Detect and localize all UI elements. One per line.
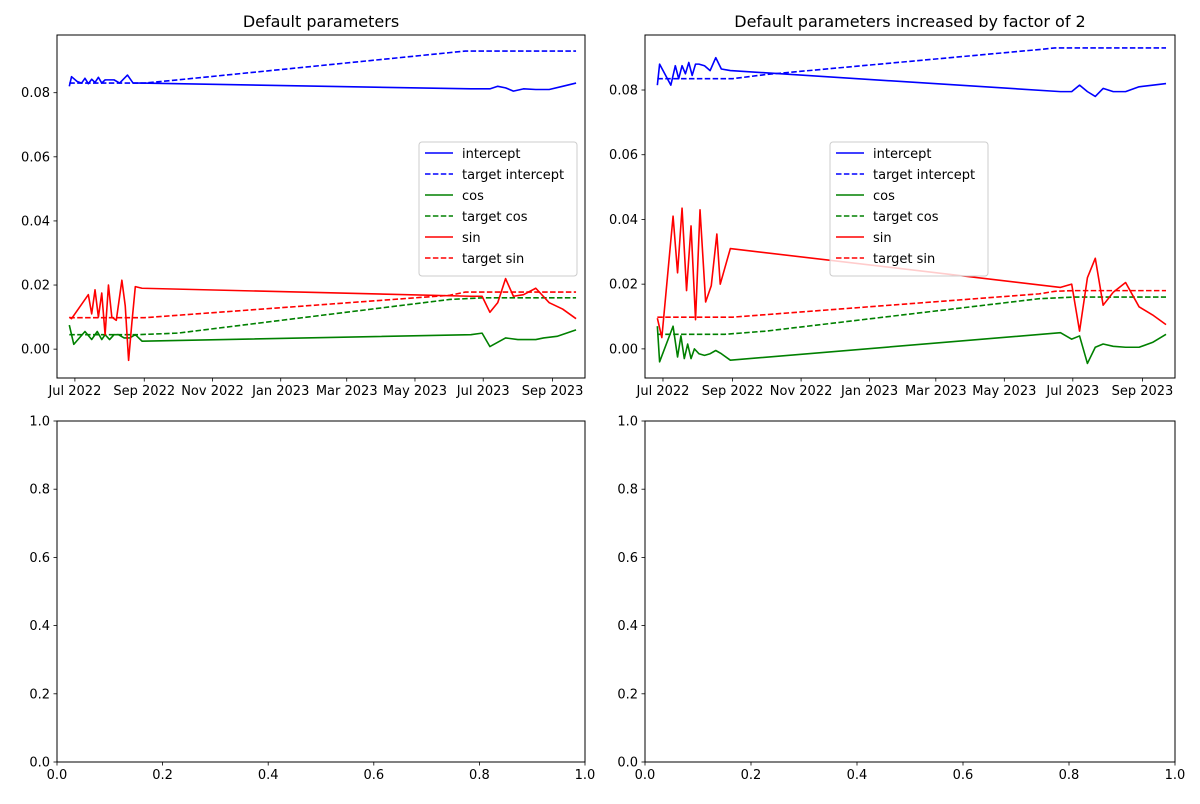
- x-tick-label: Sep 2022: [113, 384, 175, 399]
- x-tick-label: Nov 2022: [770, 384, 833, 399]
- chart-panel-4: 0.0 0.2 0.4 0.6 0.8 1.0 0.0 0.2 0.4 0.6 0.8 1.0: [617, 415, 1185, 784]
- legend-label: sin: [462, 231, 481, 246]
- chart-panel-3: 0.0 0.2 0.4 0.6 0.8 1.0 0.0 0.2 0.4 0.6 0.8 1.0: [29, 415, 595, 784]
- legend-label: intercept: [873, 147, 932, 162]
- x-tick-label: Mar 2023: [316, 384, 378, 399]
- x-tick-label: Jul 2022: [47, 384, 101, 399]
- x-tick-label: May 2023: [972, 384, 1036, 399]
- axes-frame: [56, 34, 586, 379]
- y-tick-label: 0.00: [21, 343, 50, 358]
- x-tick-label: 0.8: [1059, 768, 1080, 783]
- y-tick-label: 0.8: [617, 483, 638, 498]
- x-tick-label: May 2023: [383, 384, 447, 399]
- chart-panel-1: Jul 2022 Sep 2022 Nov 2022 Jan 2023 Mar 2023…: [21, 12, 586, 399]
- y-tick-label: 0.8: [29, 483, 50, 498]
- legend-label: target cos: [462, 210, 528, 225]
- chart-title: Default parameters: [243, 12, 399, 31]
- axes-frame: [644, 420, 1176, 763]
- x-tick-label: Jan 2023: [840, 384, 898, 399]
- x-tick-label: 0.6: [953, 768, 974, 783]
- series-line-target-cos: [69, 297, 577, 336]
- series-line-cos: [68, 324, 577, 348]
- legend-label: sin: [873, 231, 892, 246]
- legend-label: target intercept: [462, 168, 564, 183]
- series-line-intercept: [68, 74, 577, 92]
- x-tick-label: Jul 2023: [456, 384, 510, 399]
- plot-area: [656, 47, 1167, 365]
- x-tick-label: 0.0: [47, 768, 68, 783]
- x-tick-label: Sep 2023: [522, 384, 584, 399]
- legend-box: [829, 141, 989, 277]
- series-line-sin: [656, 207, 1167, 339]
- legend-label: target sin: [462, 252, 524, 267]
- y-tick-label: 0.06: [609, 148, 638, 163]
- y-tick-label: 0.6: [29, 551, 50, 566]
- series-line-target-intercept: [657, 47, 1167, 80]
- x-tick-label: 0.8: [469, 768, 490, 783]
- legend-box: [418, 141, 578, 277]
- series-line-target-sin: [657, 289, 1167, 318]
- y-tick-label: 0.04: [609, 213, 638, 228]
- x-tick-label: 0.2: [152, 768, 173, 783]
- y-tick-label: 0.00: [609, 342, 638, 357]
- x-tick-label: 0.4: [847, 768, 868, 783]
- y-tick-label: 0.04: [21, 214, 50, 229]
- y-tick-label: 0.0: [617, 756, 638, 771]
- axes-frame: [644, 34, 1176, 379]
- x-tick-label: Sep 2023: [1112, 384, 1174, 399]
- y-tick-label: 0.02: [609, 278, 638, 293]
- plot-area: [68, 50, 577, 362]
- series-line-target-sin: [69, 291, 577, 319]
- series-line-sin: [68, 277, 577, 362]
- x-tick-label: Jul 2022: [636, 384, 690, 399]
- series-line-target-intercept: [69, 50, 577, 84]
- x-tick-label: 0.4: [258, 768, 279, 783]
- series-line-target-cos: [657, 296, 1167, 336]
- legend: intercept target intercept cos target cos si…: [418, 141, 578, 277]
- axes-frame: [56, 420, 586, 763]
- legend-label: target sin: [873, 252, 935, 267]
- y-tick-label: 0.2: [617, 687, 638, 702]
- y-tick-label: 1.0: [617, 415, 638, 430]
- x-tick-label: Jan 2023: [251, 384, 309, 399]
- y-tick-label: 0.02: [21, 279, 50, 294]
- x-tick-label: 0.2: [741, 768, 762, 783]
- x-tick-label: 1.0: [1165, 768, 1186, 783]
- legend-label: target cos: [873, 210, 939, 225]
- x-tick-label: 1.0: [575, 768, 596, 783]
- y-tick-label: 0.0: [29, 756, 50, 771]
- legend-label: intercept: [462, 147, 521, 162]
- y-tick-label: 0.08: [21, 86, 50, 101]
- legend-label: cos: [873, 189, 895, 204]
- series-line-intercept: [656, 56, 1167, 98]
- series-line-cos: [656, 325, 1167, 365]
- y-tick-label: 0.2: [29, 687, 50, 702]
- x-tick-label: 0.6: [363, 768, 384, 783]
- x-tick-label: Sep 2022: [702, 384, 764, 399]
- x-tick-label: 0.0: [635, 768, 656, 783]
- y-tick-label: 0.08: [609, 84, 638, 99]
- legend-label: cos: [462, 189, 484, 204]
- y-tick-label: 0.6: [617, 551, 638, 566]
- x-tick-label: Nov 2022: [181, 384, 244, 399]
- x-tick-label: Mar 2023: [905, 384, 967, 399]
- y-tick-label: 0.4: [29, 619, 50, 634]
- x-tick-label: Jul 2023: [1045, 384, 1099, 399]
- y-tick-label: 1.0: [29, 415, 50, 430]
- y-tick-label: 0.4: [617, 619, 638, 634]
- legend: intercept target intercept cos target cos si…: [829, 141, 989, 277]
- y-tick-label: 0.06: [21, 150, 50, 165]
- chart-title: Default parameters increased by factor o…: [734, 12, 1085, 31]
- legend-label: target intercept: [873, 168, 975, 183]
- chart-panel-2: Jul 2022 Sep 2022 Nov 2022 Jan 2023 Mar 2023…: [609, 12, 1176, 399]
